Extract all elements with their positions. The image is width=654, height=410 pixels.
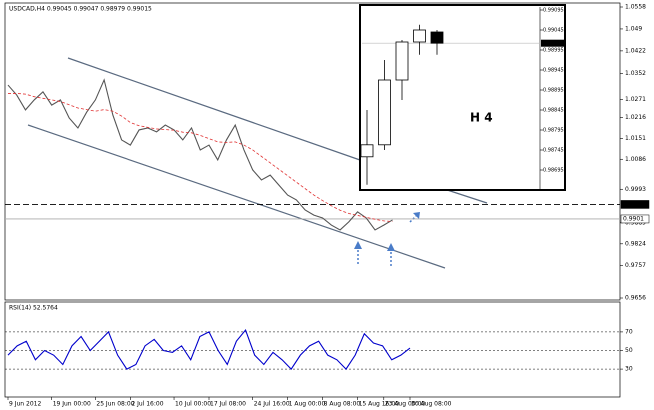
candle-body <box>413 29 426 43</box>
level-label: 0.9901 <box>623 215 644 222</box>
channel-line <box>27 124 446 269</box>
y-tick-label: 0.98845 <box>543 108 564 114</box>
x-tick-label: 2 Jul 16:00 <box>131 401 163 408</box>
y-tick-label: 0.98945 <box>543 68 564 74</box>
level-box <box>620 214 650 224</box>
x-tick-label: 9 Jun 2012 <box>9 401 41 408</box>
x-tick-label: 30 Aug 08:00 <box>411 401 452 408</box>
inset-frame <box>359 4 566 191</box>
chart-title: USDCAD,H4 0.99045 0.99047 0.98979 0.9901… <box>9 6 152 13</box>
series-line <box>7 78 393 231</box>
rsi-title: RSI(14) 52.5764 <box>9 305 58 312</box>
y-tick-label: 30 <box>625 366 633 373</box>
y-tick-label: 1.0151 <box>625 135 646 142</box>
y-tick-label: 1.0086 <box>625 156 646 163</box>
x-tick-label: 23 Aug 00:00 <box>385 401 426 408</box>
x-tick-label: 25 Jun 08:00 <box>96 401 134 408</box>
x-tick-label: 17 Jul 08:00 <box>210 401 246 408</box>
series-line <box>7 328 411 370</box>
y-tick-label: 0.9656 <box>625 295 646 302</box>
y-tick-label: 1.0216 <box>625 114 646 121</box>
y-tick-label: 0.98995 <box>543 48 564 54</box>
x-tick-label: 10 Jul 00:00 <box>175 401 211 408</box>
candle-body <box>395 41 409 81</box>
timeframe-label: H 4 <box>470 111 493 125</box>
candle-body <box>430 31 444 44</box>
y-tick-label: 1.0422 <box>625 47 646 54</box>
current-box <box>541 39 564 47</box>
candle-body <box>378 79 391 146</box>
rsi-panel <box>4 301 621 398</box>
y-tick-label: 0.99095 <box>543 8 564 14</box>
level-box <box>620 200 650 209</box>
price-panel <box>4 2 621 301</box>
series-line <box>8 93 393 222</box>
x-tick-label: 8 Aug 08:00 <box>324 401 361 408</box>
x-tick-label: 19 Jun 00:00 <box>53 401 91 408</box>
current-label: 0.99012 <box>543 41 564 47</box>
level-label: 0.9946 <box>623 201 644 208</box>
arrow-head <box>354 241 362 249</box>
y-tick-label: 70 <box>625 328 633 335</box>
x-tick-label: 15 Aug 16:00 <box>359 401 400 408</box>
y-tick-label: 0.98795 <box>543 128 564 134</box>
y-tick-label: 50 <box>625 347 633 354</box>
channel-line <box>67 57 361 161</box>
arrow-head <box>413 212 420 219</box>
y-tick-label: 0.99045 <box>543 28 564 34</box>
arrows <box>354 212 420 266</box>
candle-body <box>360 144 374 158</box>
y-tick-label: 0.9993 <box>625 186 646 193</box>
y-tick-label: 1.0271 <box>625 96 646 103</box>
y-tick-label: 0.9757 <box>625 262 646 269</box>
y-tick-label: 0.98745 <box>543 148 564 154</box>
x-tick-label: 1 Aug 00:00 <box>289 401 326 408</box>
x-tick-label: 24 Jul 16:00 <box>254 401 290 408</box>
y-tick-label: 1.0352 <box>625 70 646 77</box>
y-tick-label: 1.049 <box>625 25 642 32</box>
y-tick-label: 1.0558 <box>625 4 646 11</box>
arrow-head <box>387 243 395 251</box>
y-tick-label: 0.98895 <box>543 88 564 94</box>
y-tick-label: 0.9824 <box>625 240 646 247</box>
y-tick-label: 0.98695 <box>543 168 564 174</box>
